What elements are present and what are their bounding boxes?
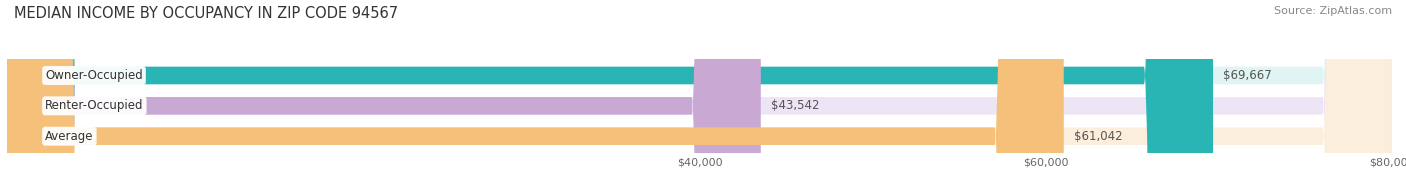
Text: Renter-Occupied: Renter-Occupied (45, 99, 143, 112)
FancyBboxPatch shape (7, 0, 1392, 196)
Text: MEDIAN INCOME BY OCCUPANCY IN ZIP CODE 94567: MEDIAN INCOME BY OCCUPANCY IN ZIP CODE 9… (14, 6, 398, 21)
FancyBboxPatch shape (7, 0, 1064, 196)
Text: Owner-Occupied: Owner-Occupied (45, 69, 143, 82)
Text: Average: Average (45, 130, 94, 143)
Text: $69,667: $69,667 (1223, 69, 1272, 82)
Text: Source: ZipAtlas.com: Source: ZipAtlas.com (1274, 6, 1392, 16)
FancyBboxPatch shape (7, 0, 1392, 196)
FancyBboxPatch shape (7, 0, 1392, 196)
FancyBboxPatch shape (7, 0, 1213, 196)
Text: $61,042: $61,042 (1074, 130, 1123, 143)
FancyBboxPatch shape (7, 0, 761, 196)
Text: $43,542: $43,542 (770, 99, 820, 112)
